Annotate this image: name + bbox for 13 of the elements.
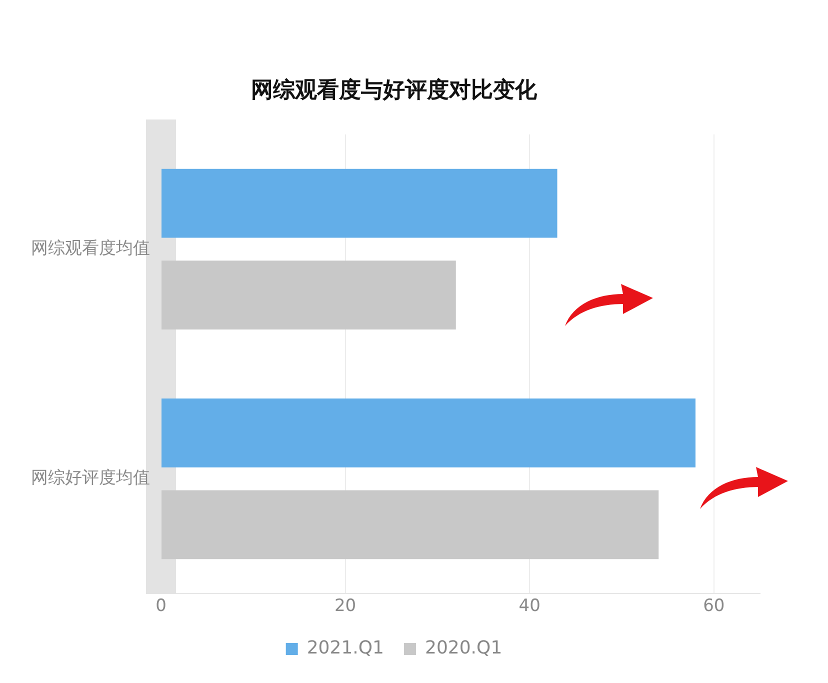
x-tick-label: 40 <box>518 596 540 616</box>
chart-title: 网综观看度与好评度对比变化 <box>251 76 538 103</box>
y-tick-label: 网综好评度均值 <box>31 468 150 488</box>
y-tick-label: 网综观看度均值 <box>31 238 150 259</box>
bar <box>162 490 659 560</box>
x-tick-label: 20 <box>334 596 356 616</box>
bar <box>162 398 696 468</box>
x-tick-label: 60 <box>703 596 725 616</box>
bar <box>162 260 456 330</box>
bar <box>162 168 558 238</box>
legend-label: 2020.Q1 <box>425 638 502 659</box>
x-tick-label: 0 <box>156 596 166 616</box>
legend-label: 2021.Q1 <box>306 638 384 659</box>
